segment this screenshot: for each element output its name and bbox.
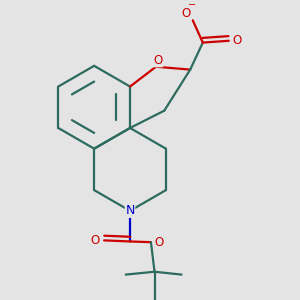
Text: O: O	[182, 7, 191, 20]
Text: N: N	[125, 204, 135, 217]
Text: O: O	[154, 236, 164, 249]
Text: O: O	[154, 54, 163, 67]
Text: O: O	[91, 234, 100, 247]
Text: O: O	[232, 34, 241, 47]
Text: −: −	[188, 0, 196, 10]
